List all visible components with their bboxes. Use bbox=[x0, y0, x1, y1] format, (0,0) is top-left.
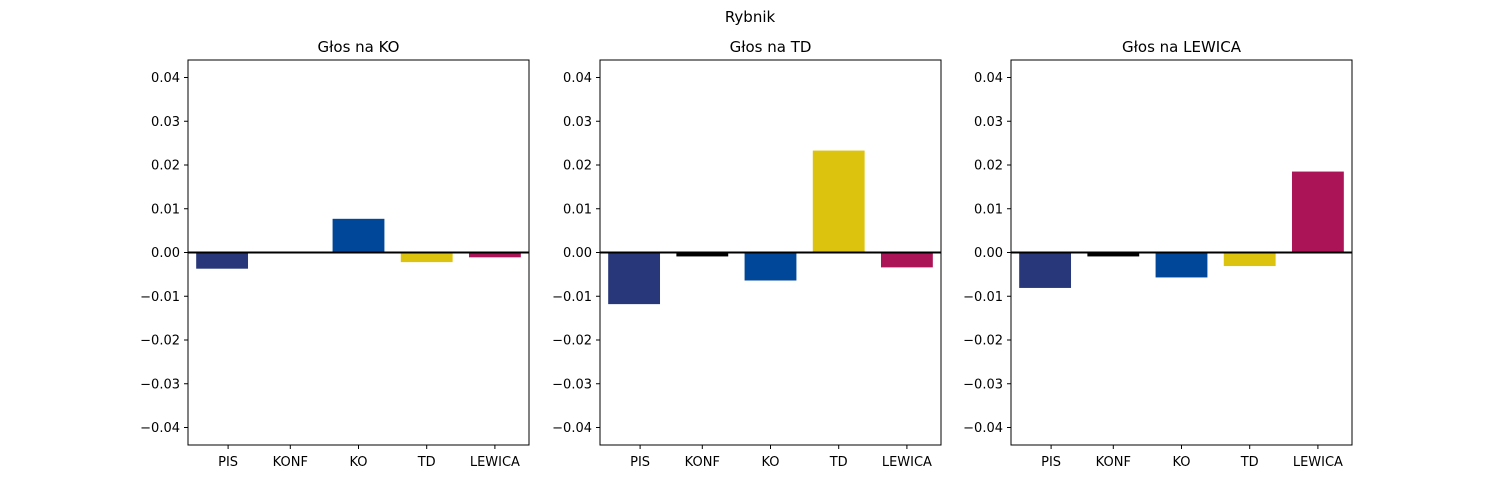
x-tick-label: TD bbox=[1240, 455, 1259, 470]
y-tick-label: 0.02 bbox=[974, 159, 1003, 174]
y-tick-label: −0.04 bbox=[552, 421, 592, 436]
bar-td bbox=[812, 150, 865, 253]
x-tick-label: PIS bbox=[218, 455, 238, 470]
x-tick-label: LEWICA bbox=[1293, 455, 1343, 470]
bar-pis bbox=[196, 252, 249, 269]
bar-lewica bbox=[1291, 171, 1344, 253]
chart-panel-1: Głos na KO 0.04 0.03 0.02 0.01 0.00 −0.01 −0.02… bbox=[140, 38, 530, 470]
y-tick-label: −0.01 bbox=[140, 290, 180, 305]
x-tick-label: KO bbox=[349, 455, 367, 470]
y-tick-label: −0.03 bbox=[552, 377, 592, 392]
x-tick-label: TD bbox=[417, 455, 436, 470]
y-tick-label: −0.01 bbox=[552, 290, 592, 305]
chart-panel-3: Głos na LEWICA 0.04 0.03 0.02 0.01 0.00 −0.01 −… bbox=[963, 38, 1353, 470]
y-tick-label: 0.01 bbox=[151, 202, 180, 217]
y-tick-label: 0.02 bbox=[563, 159, 592, 174]
chart-title: Głos na TD bbox=[730, 38, 812, 56]
bar-td bbox=[1223, 252, 1276, 267]
bar-pis bbox=[608, 252, 661, 305]
y-tick-label: 0.03 bbox=[974, 115, 1003, 130]
bar-lewica bbox=[880, 252, 933, 268]
y-tick-label: 0.00 bbox=[563, 246, 592, 261]
y-tick-label: 0.02 bbox=[151, 159, 180, 174]
x-tick-label: LEWICA bbox=[470, 455, 520, 470]
chart-panel-2: Głos na TD 0.04 0.03 0.02 0.01 0.00 −0.01 −0.02… bbox=[552, 38, 942, 470]
bar-pis bbox=[1019, 252, 1072, 288]
x-tick-label: LEWICA bbox=[882, 455, 932, 470]
x-tick-label: KO bbox=[1172, 455, 1190, 470]
x-tick-label: KO bbox=[761, 455, 779, 470]
x-tick-label: PIS bbox=[630, 455, 650, 470]
y-tick-label: −0.03 bbox=[963, 377, 1003, 392]
y-tick-label: 0.01 bbox=[563, 202, 592, 217]
y-tick-label: 0.03 bbox=[563, 115, 592, 130]
y-tick-label: −0.03 bbox=[140, 377, 180, 392]
y-tick-label: −0.04 bbox=[963, 421, 1003, 436]
y-tick-label: −0.02 bbox=[963, 334, 1003, 349]
y-tick-label: −0.04 bbox=[140, 421, 180, 436]
bar-ko bbox=[332, 218, 385, 253]
bar-ko bbox=[744, 252, 797, 281]
figure-title: Rybnik bbox=[725, 8, 776, 26]
bar-konf bbox=[676, 252, 729, 257]
chart-title: Głos na KO bbox=[318, 38, 400, 56]
bar-ko bbox=[1155, 252, 1208, 278]
y-tick-label: 0.00 bbox=[151, 246, 180, 261]
bar-konf bbox=[1087, 252, 1140, 257]
y-tick-label: −0.01 bbox=[963, 290, 1003, 305]
y-tick-label: 0.04 bbox=[563, 71, 592, 86]
y-tick-label: −0.02 bbox=[140, 334, 180, 349]
x-tick-label: KONF bbox=[273, 455, 308, 470]
bar-td bbox=[400, 252, 453, 263]
x-tick-label: PIS bbox=[1041, 455, 1061, 470]
y-tick-label: −0.02 bbox=[552, 334, 592, 349]
x-tick-label: KONF bbox=[685, 455, 720, 470]
y-tick-label: 0.04 bbox=[151, 71, 180, 86]
charts-group: Głos na KO 0.04 0.03 0.02 0.01 0.00 −0.01 −0.02… bbox=[140, 38, 1353, 470]
x-tick-label: KONF bbox=[1096, 455, 1131, 470]
y-tick-label: 0.04 bbox=[974, 71, 1003, 86]
chart-title: Głos na LEWICA bbox=[1122, 38, 1242, 56]
y-tick-label: 0.03 bbox=[151, 115, 180, 130]
x-tick-label: TD bbox=[829, 455, 848, 470]
bar-lewica bbox=[468, 252, 521, 258]
y-tick-label: 0.00 bbox=[974, 246, 1003, 261]
y-tick-label: 0.01 bbox=[974, 202, 1003, 217]
